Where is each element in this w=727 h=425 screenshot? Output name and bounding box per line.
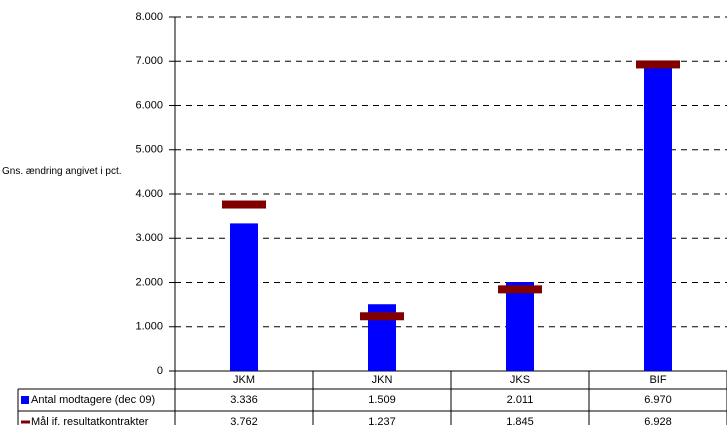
target-marker bbox=[222, 200, 266, 209]
legend-swatch bbox=[21, 396, 29, 404]
y-axis-label: Gns. ændring angivet i pct. bbox=[2, 166, 122, 177]
y-tick-label: 3.000 bbox=[135, 232, 163, 244]
legend-label: Mål if. resultatkontrakter bbox=[31, 416, 149, 425]
target-marker bbox=[498, 285, 542, 294]
legend-label: Antal modtagere (dec 09) bbox=[31, 394, 155, 406]
x-tick-label: JKS bbox=[510, 374, 530, 386]
x-tick-label: BIF bbox=[649, 374, 666, 386]
legend-swatch bbox=[21, 420, 30, 424]
table-value: 3.762 bbox=[230, 416, 258, 425]
y-tick-label: 8.000 bbox=[135, 11, 163, 23]
table-value: 1.509 bbox=[368, 394, 396, 406]
table-value: 3.336 bbox=[230, 394, 258, 406]
table-value: 6.928 bbox=[644, 416, 672, 425]
y-tick-label: 2.000 bbox=[135, 276, 163, 288]
table-value: 1.845 bbox=[506, 416, 534, 425]
target-marker bbox=[360, 312, 404, 321]
y-tick-label: 1.000 bbox=[135, 321, 163, 333]
y-tick-label: 7.000 bbox=[135, 55, 163, 67]
table-value: 6.970 bbox=[644, 394, 672, 406]
y-tick-label: 6.000 bbox=[135, 99, 163, 111]
bar bbox=[230, 223, 258, 371]
x-tick-label: JKN bbox=[372, 374, 393, 386]
target-marker bbox=[636, 60, 680, 69]
y-tick-label: 0 bbox=[157, 365, 163, 377]
bar bbox=[506, 282, 534, 371]
table-value: 1.237 bbox=[368, 416, 396, 425]
x-tick-label: JKM bbox=[233, 374, 255, 386]
bar bbox=[644, 62, 672, 371]
table-value: 2.011 bbox=[507, 394, 534, 406]
y-tick-label: 5.000 bbox=[135, 144, 163, 156]
y-tick-label: 4.000 bbox=[135, 188, 163, 200]
